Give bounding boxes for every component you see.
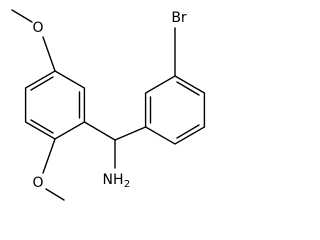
double-bond bbox=[176, 81, 200, 96]
atom-subscript: 2 bbox=[124, 179, 130, 190]
double-bond bbox=[30, 76, 54, 91]
bond bbox=[83, 121, 116, 141]
double-bond bbox=[30, 119, 54, 134]
bond bbox=[42, 138, 56, 174]
bond bbox=[42, 36, 56, 72]
atom-label: Br bbox=[171, 10, 187, 26]
bond bbox=[45, 188, 65, 201]
molecule: O O Br NH 2 bbox=[11, 9, 206, 201]
atom-label: O bbox=[32, 20, 43, 36]
double-bond bbox=[176, 124, 200, 139]
left-ring bbox=[24, 70, 86, 140]
atom-label: NH bbox=[103, 172, 124, 188]
right-ring bbox=[144, 75, 206, 145]
bond bbox=[11, 9, 33, 23]
bond bbox=[114, 126, 147, 141]
bonds bbox=[11, 9, 206, 201]
atom-label: O bbox=[32, 175, 43, 191]
